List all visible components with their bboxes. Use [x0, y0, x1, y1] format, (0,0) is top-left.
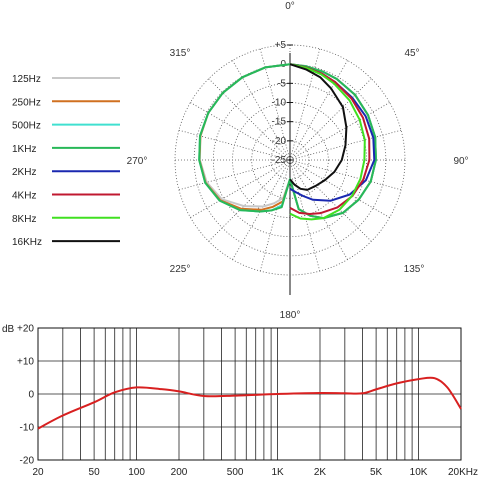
polar-spoke [178, 159, 291, 191]
x-tick-label: 5K [370, 467, 383, 478]
polar-spoke [232, 60, 291, 161]
frequency-response-line [37, 376, 462, 430]
angle-label: 45° [404, 48, 419, 59]
radial-tick-label: -25 [272, 155, 287, 166]
polar-curve-2khz [289, 63, 376, 202]
legend-label: 500Hz [12, 121, 41, 132]
legend-label: 16KHz [12, 237, 42, 248]
legend-label: 4KHz [12, 191, 36, 202]
x-tick-label: 20 [32, 467, 44, 478]
freq-frame [37, 327, 462, 461]
x-tick-label: 1K [271, 467, 284, 478]
polar-ring [270, 140, 310, 180]
polar-angle-labels: 0° 45° 90° 135° 180° 225° 270° 315° [127, 1, 469, 318]
radial-tick-label: -20 [272, 136, 287, 147]
polar-spoke [259, 159, 291, 272]
polar-curve-1khz [198, 63, 377, 220]
angle-label: 180° [280, 310, 301, 318]
x-tick-label: 500 [227, 467, 244, 478]
x-tick-label: 20KHz [448, 467, 478, 478]
y-tick-label: -10 [20, 423, 35, 434]
legend-label: 8KHz [12, 214, 36, 225]
polar-spoke [190, 159, 291, 218]
polar-spoke [289, 102, 390, 161]
angle-label: 315° [170, 48, 191, 59]
polar-radial-labels: +50-5-10-15-20-25 [272, 40, 287, 166]
angle-label: 0° [285, 1, 295, 12]
radial-tick-label: +5 [275, 40, 287, 51]
y-tick-label: +20 [17, 324, 34, 335]
polar-spoke [259, 48, 291, 161]
angle-label: 135° [404, 264, 425, 275]
x-tick-label: 100 [128, 467, 145, 478]
polar-spoke [289, 48, 321, 161]
polar-spoke [178, 129, 291, 161]
legend-label: 1KHz [12, 144, 36, 155]
polar-curve-16khz [289, 63, 348, 191]
polar-spoke [289, 159, 390, 218]
polar-spoke [208, 159, 291, 242]
polar-spoke [289, 159, 321, 272]
y-tick-label: 0 [28, 390, 34, 401]
radial-tick-label: -10 [272, 98, 287, 109]
y-tick-label: +10 [17, 357, 34, 368]
polar-spoke [289, 60, 348, 161]
radial-tick-label: -15 [272, 117, 287, 128]
frequency-grid [37, 327, 462, 461]
polar-spoke [289, 159, 402, 191]
frequency-curve [37, 376, 462, 430]
x-tick-label: 10K [410, 467, 428, 478]
angle-label: 90° [453, 156, 468, 167]
y-tick-label: -20 [20, 456, 35, 467]
polar-spoke [289, 78, 372, 161]
x-tick-label: 200 [171, 467, 188, 478]
legend-label: 125Hz [12, 74, 41, 85]
x-tick-label: 2K [314, 467, 327, 478]
polar-curve-8khz [289, 63, 366, 221]
x-tick-label: 50 [89, 467, 101, 478]
legend-label: 250Hz [12, 97, 41, 108]
legend: 125Hz 250Hz 500Hz 1KHz 2KHz 4KHz 8KHz 16KHz [12, 74, 120, 248]
polar-spoke [190, 102, 291, 161]
legend-label: 2KHz [12, 167, 36, 178]
angle-label: 225° [170, 264, 191, 275]
radial-tick-label: -5 [277, 78, 286, 89]
polar-pattern-chart: 0°45°90°135°180°225°270°315° +50-5-10-15… [12, 1, 469, 318]
polar-spoke [208, 78, 291, 161]
polar-curve-4khz [289, 63, 371, 215]
polar-spoke [289, 159, 348, 260]
y-axis-label: dB [2, 324, 15, 335]
polar-curves [198, 63, 377, 221]
angle-label: 270° [127, 156, 148, 167]
